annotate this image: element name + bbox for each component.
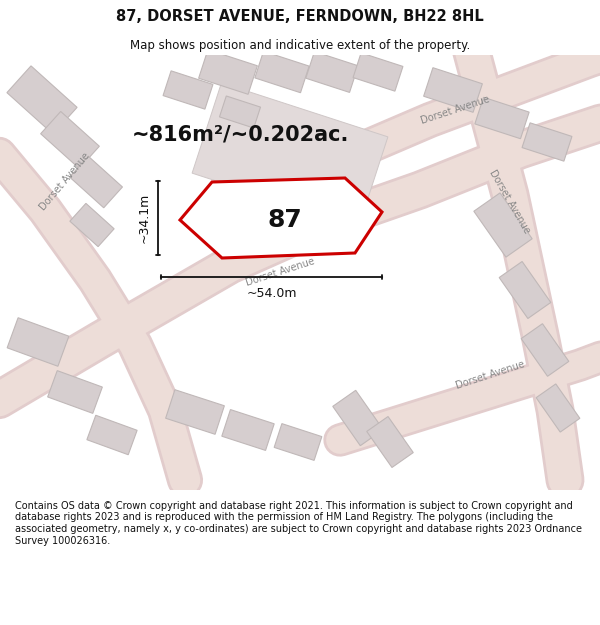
Polygon shape <box>87 415 137 455</box>
Polygon shape <box>536 384 580 432</box>
Polygon shape <box>353 53 403 91</box>
Polygon shape <box>222 409 274 451</box>
Polygon shape <box>163 71 213 109</box>
Polygon shape <box>522 123 572 161</box>
Polygon shape <box>199 50 257 94</box>
Polygon shape <box>367 416 413 468</box>
Text: 87: 87 <box>268 208 302 232</box>
Polygon shape <box>274 424 322 461</box>
Text: ~34.1m: ~34.1m <box>138 193 151 243</box>
Polygon shape <box>7 318 69 366</box>
Text: Dorset Avenue: Dorset Avenue <box>419 94 491 126</box>
Polygon shape <box>166 390 224 434</box>
Polygon shape <box>192 82 388 228</box>
Polygon shape <box>220 96 260 128</box>
Polygon shape <box>475 98 529 139</box>
Polygon shape <box>474 193 532 257</box>
Text: ~816m²/~0.202ac.: ~816m²/~0.202ac. <box>131 124 349 144</box>
Text: ~54.0m: ~54.0m <box>246 287 297 300</box>
Text: Map shows position and indicative extent of the property.: Map shows position and indicative extent… <box>130 39 470 52</box>
Text: Dorset Avenue: Dorset Avenue <box>244 256 316 288</box>
Polygon shape <box>180 178 382 258</box>
Polygon shape <box>306 52 358 92</box>
Polygon shape <box>499 261 551 319</box>
Polygon shape <box>41 111 100 169</box>
Polygon shape <box>255 51 309 92</box>
Polygon shape <box>424 68 482 112</box>
Polygon shape <box>47 371 103 413</box>
Text: 87, DORSET AVENUE, FERNDOWN, BH22 8HL: 87, DORSET AVENUE, FERNDOWN, BH22 8HL <box>116 9 484 24</box>
Polygon shape <box>70 156 122 208</box>
Polygon shape <box>521 324 569 376</box>
Polygon shape <box>333 390 383 446</box>
Polygon shape <box>70 203 114 247</box>
Polygon shape <box>7 66 77 134</box>
Text: Dorset Avenue: Dorset Avenue <box>454 359 526 391</box>
Text: Contains OS data © Crown copyright and database right 2021. This information is : Contains OS data © Crown copyright and d… <box>15 501 582 546</box>
Text: Dorset Avenue: Dorset Avenue <box>488 168 532 236</box>
Text: Dorset Avenue: Dorset Avenue <box>38 151 92 213</box>
